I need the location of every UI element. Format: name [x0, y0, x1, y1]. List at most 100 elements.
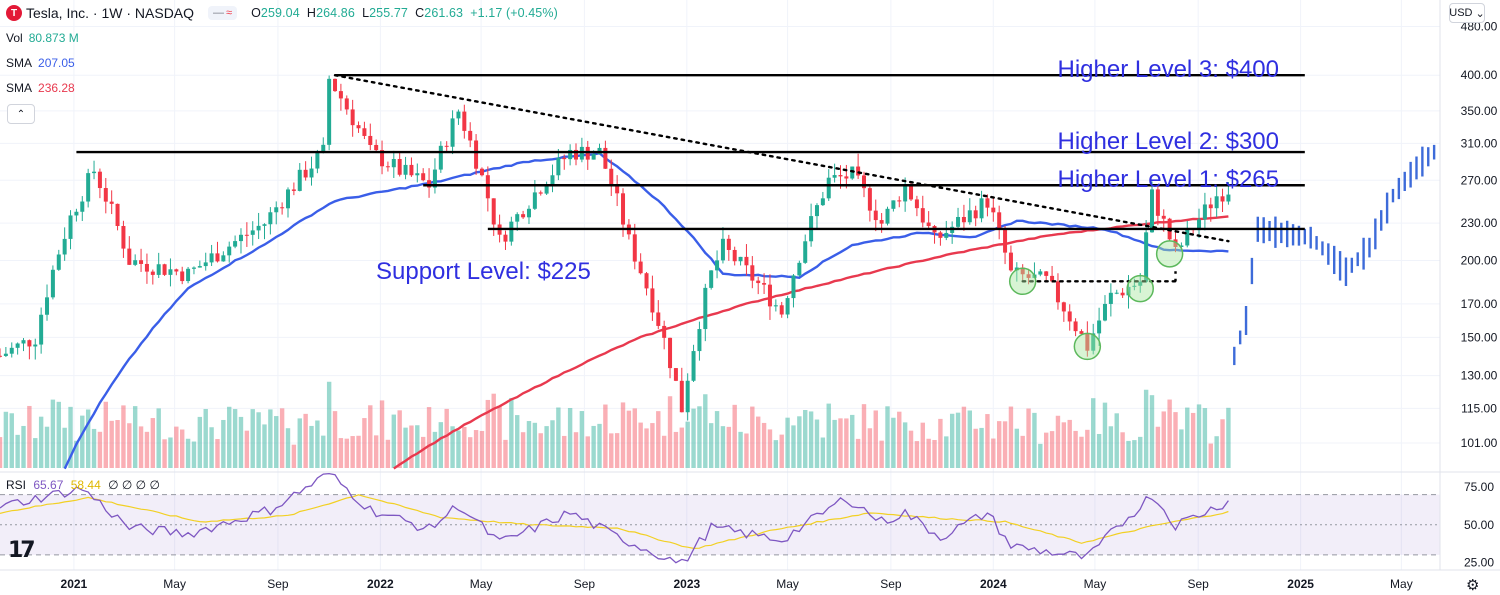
candle-body	[1003, 228, 1008, 253]
candle-body	[409, 164, 414, 176]
volume-bar	[85, 409, 91, 468]
candle-body	[168, 269, 173, 275]
volume-bar	[779, 434, 784, 468]
candle-body	[503, 234, 508, 242]
volume-bar	[27, 405, 32, 468]
candle-body	[979, 198, 984, 219]
volume-bar	[1049, 431, 1055, 468]
rsi-value: 65.67	[33, 478, 64, 492]
volume-bar	[1026, 408, 1031, 468]
volume-bar	[579, 411, 585, 468]
currency-button[interactable]: USD ⌄	[1449, 3, 1485, 23]
sma-long-value: 236.28	[38, 81, 75, 95]
price-tick-label: 130.00	[1461, 369, 1498, 383]
chart-type-pill[interactable]: — ≈	[208, 6, 238, 20]
candle-body	[3, 353, 8, 356]
candle-body	[39, 314, 44, 345]
volume-bar	[97, 431, 103, 468]
candle-body	[432, 169, 437, 188]
volume-bar	[1108, 426, 1114, 468]
volume-bar	[121, 405, 126, 468]
volume-bar	[1061, 422, 1067, 468]
candle-body	[1173, 239, 1178, 247]
volume-bar	[626, 410, 632, 468]
candle-body	[1197, 219, 1202, 231]
collapse-legend-button[interactable]: ⌃	[7, 104, 35, 124]
candle-body	[9, 347, 14, 354]
volume-bar	[409, 425, 414, 468]
candle-body	[938, 232, 943, 238]
rsi-ma-value: 58.44	[70, 478, 101, 492]
candle-body	[297, 169, 302, 191]
candle-body	[256, 225, 261, 231]
volume-bar	[885, 406, 890, 468]
candle-body	[1097, 320, 1102, 334]
volume-bar	[703, 394, 708, 468]
volume-bar	[468, 437, 473, 468]
volume-bar	[91, 428, 97, 468]
volume-bar	[315, 420, 320, 468]
volume-bar	[62, 427, 67, 468]
candle-body	[391, 158, 396, 168]
minus-icon: —	[213, 7, 225, 19]
candle-body	[1114, 292, 1119, 294]
time-axis: 2021 May Sep 2022 May Sep 2023 May Sep 2024 May Sep…	[0, 569, 1500, 591]
volume-bar	[908, 430, 914, 468]
candle-body	[262, 224, 267, 226]
candle-body	[521, 214, 526, 218]
volume-bar	[432, 431, 438, 468]
price-tick-label: 115.00	[1461, 401, 1497, 415]
volume-bar	[991, 438, 996, 468]
volume-bar	[274, 416, 279, 468]
volume-bar	[297, 418, 302, 468]
volume-bar	[797, 416, 802, 468]
volume-bar	[462, 426, 467, 468]
candle-body	[862, 175, 866, 189]
volume-bar	[808, 411, 814, 468]
volume-bar	[850, 414, 855, 468]
candle-body	[174, 269, 179, 272]
volume-bar	[497, 405, 502, 468]
volume-bar	[644, 428, 649, 468]
volume-bar	[227, 406, 232, 468]
candle-body	[180, 271, 185, 282]
candle-body	[33, 344, 38, 347]
volume-bar	[1126, 440, 1131, 468]
symbol-title[interactable]: Tesla, Inc. · 1W · NASDAQ	[26, 5, 195, 21]
volume-bar	[538, 433, 543, 468]
candle-body	[403, 164, 408, 175]
volume-bar	[785, 417, 790, 468]
rsi-legend[interactable]: RSI 65.67 58.44 ∅ ∅ ∅ ∅	[6, 478, 160, 492]
volume-bar	[767, 429, 773, 468]
candle-body	[832, 175, 837, 178]
rsi-tick-label: 50.00	[1464, 518, 1494, 532]
settings-gear-icon[interactable]: ⚙	[1466, 577, 1480, 594]
candle-body	[867, 188, 872, 211]
candle-body	[574, 149, 578, 160]
volume-bar	[144, 431, 150, 468]
volume-bar	[473, 430, 479, 468]
change-value: +1.17 (+0.45%)	[470, 6, 558, 20]
tradingview-logo[interactable]: 17	[8, 538, 36, 563]
volume-bar	[162, 439, 167, 468]
candle-body	[86, 173, 91, 202]
sma-short-legend[interactable]: SMA 207.05	[6, 56, 75, 70]
volume-bar	[1155, 426, 1161, 468]
volume-bar	[855, 438, 861, 468]
volume-bar	[321, 435, 326, 468]
candle-body	[679, 380, 684, 413]
price-tick-label: 200.00	[1461, 253, 1498, 267]
candle-body	[944, 232, 949, 238]
candle-body	[203, 262, 208, 267]
volume-bar	[697, 406, 702, 468]
volume-bar	[973, 428, 978, 468]
sma-long-legend[interactable]: SMA 236.28	[6, 81, 75, 95]
candle-body	[280, 207, 285, 209]
volume-bar	[256, 412, 261, 468]
volume-bar	[738, 431, 743, 468]
volume-bar	[509, 397, 514, 468]
candle-body	[327, 78, 332, 145]
volume-legend[interactable]: Vol 80.873 M	[6, 31, 79, 45]
volume-bar	[567, 408, 573, 468]
